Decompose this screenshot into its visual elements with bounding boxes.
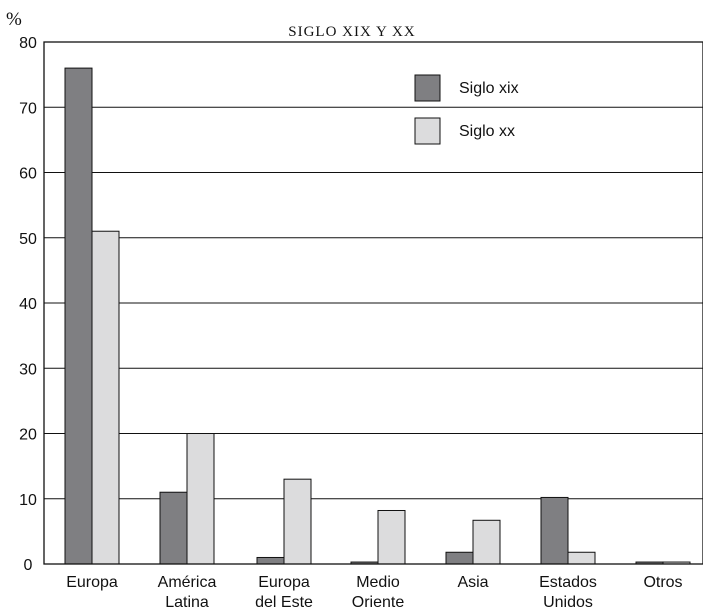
y-tick-label: 70 — [19, 100, 37, 117]
x-category-label: Unidos — [543, 594, 593, 611]
legend-swatch — [414, 74, 441, 102]
bar-siglo-xix — [64, 67, 93, 565]
bar-siglo-xx — [283, 478, 312, 565]
bar-siglo-xix — [256, 556, 285, 565]
y-tick-label: 50 — [19, 231, 37, 248]
y-tick-label: 0 — [24, 557, 33, 574]
bar-siglo-xix — [159, 491, 188, 565]
y-tick-label: 30 — [19, 361, 37, 378]
bars — [64, 67, 691, 565]
plot-frame — [43, 41, 703, 565]
chart-title: SIGLO XIX Y XX — [288, 24, 415, 40]
y-tick-label: 80 — [19, 35, 37, 52]
bar-siglo-xx — [472, 519, 501, 565]
y-axis-tick-labels: 0 10 20 30 40 50 60 70 80 — [19, 35, 37, 574]
x-category-label: Medio — [356, 574, 400, 591]
x-category-label: Asia — [457, 574, 488, 591]
x-category-label: Oriente — [352, 594, 405, 611]
gridlines — [44, 106, 703, 500]
legend-label: Siglo xx — [459, 123, 515, 140]
y-tick-label: 10 — [19, 492, 37, 509]
x-category-label: del Este — [255, 594, 313, 611]
y-tick-label: 40 — [19, 296, 37, 313]
bar-siglo-xx — [567, 551, 596, 565]
x-category-label: Europa — [258, 574, 310, 591]
bar-siglo-xx — [186, 433, 215, 565]
x-category-label: Estados — [539, 574, 597, 591]
x-category-label: Latina — [165, 594, 209, 611]
y-axis-unit-label: % — [6, 9, 22, 30]
legend-label: Siglo xix — [459, 80, 519, 97]
x-category-label: América — [158, 574, 217, 591]
bar-siglo-xix — [445, 551, 474, 565]
bar-siglo-xx — [377, 509, 406, 565]
x-axis-category-labels: Europa América Latina Europa del Este Medio Or… — [66, 574, 682, 611]
legend: Siglo xix Siglo xx — [414, 74, 519, 145]
y-tick-label: 60 — [19, 166, 37, 183]
x-category-label: Europa — [66, 574, 118, 591]
y-tick-label: 20 — [19, 427, 37, 444]
bar-siglo-xx — [91, 230, 120, 565]
bar-siglo-xix — [540, 496, 569, 565]
x-category-label: Otros — [643, 574, 682, 591]
legend-swatch — [414, 117, 441, 145]
